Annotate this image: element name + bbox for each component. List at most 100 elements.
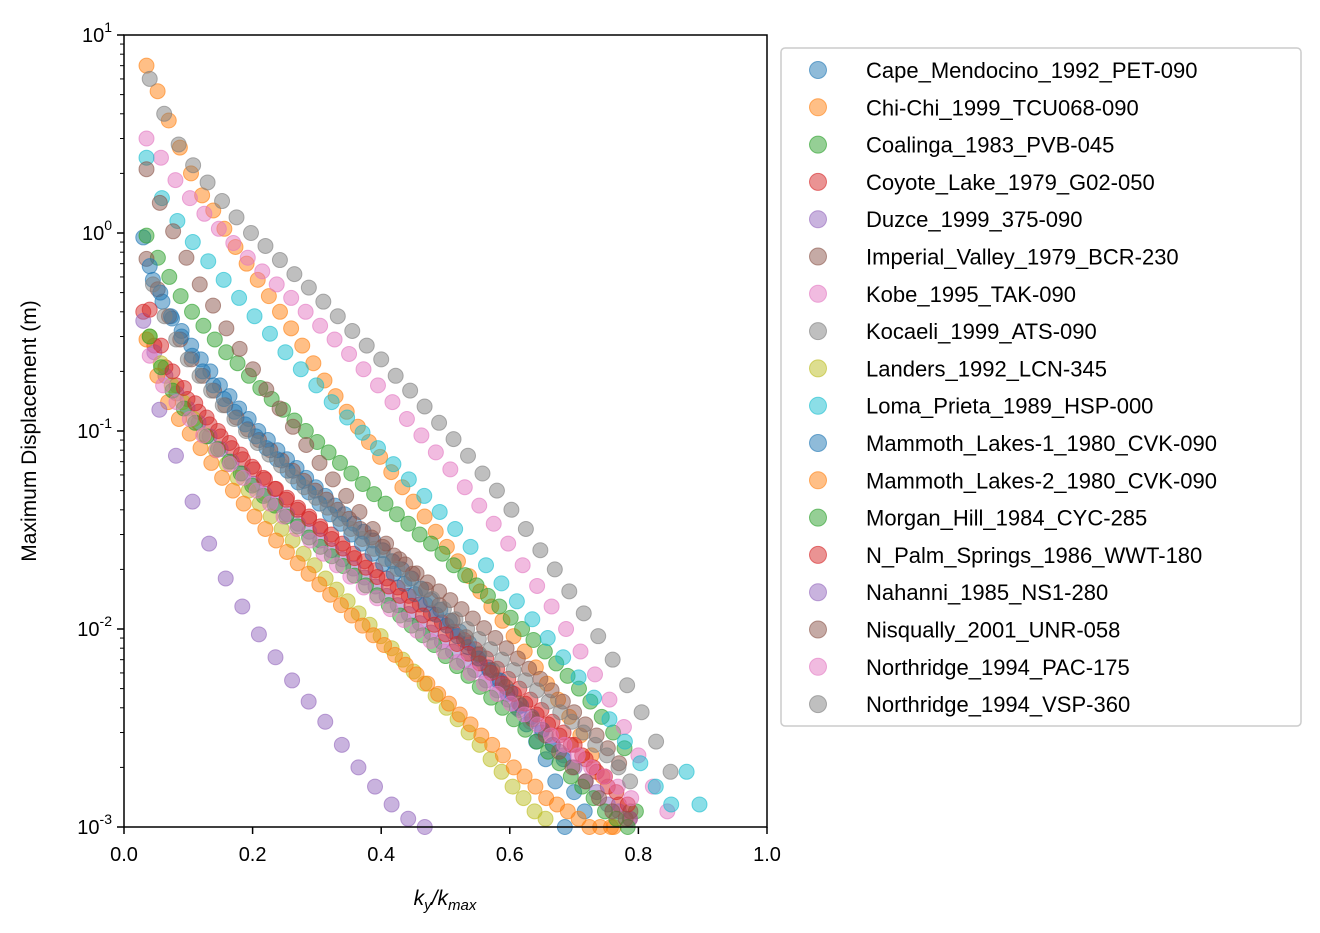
y-tick-label: 10-3 — [77, 811, 112, 839]
data-point — [500, 535, 517, 552]
data-point — [246, 508, 263, 525]
data-point — [474, 465, 491, 482]
data-point — [224, 482, 241, 499]
data-point — [297, 303, 314, 320]
data-point — [342, 520, 359, 537]
legend-marker — [809, 508, 827, 527]
data-point — [376, 637, 393, 654]
data-point — [172, 288, 189, 305]
data-point — [563, 713, 580, 730]
y-tick-exponent: -2 — [100, 613, 113, 629]
data-point — [210, 423, 227, 439]
y-tick-base: 10 — [77, 619, 99, 641]
data-point — [632, 755, 649, 772]
legend-label: Cape_Mendocino_1992_PET-090 — [866, 58, 1197, 83]
legend-marker — [809, 98, 827, 117]
legend-marker — [809, 135, 827, 154]
legend-marker — [809, 620, 827, 639]
legend-item: Kobe_1995_TAK-090 — [809, 282, 1076, 307]
data-point — [384, 394, 401, 411]
data-point — [249, 434, 266, 451]
data-point — [529, 716, 546, 733]
legend-marker — [809, 545, 827, 564]
data-point — [532, 542, 549, 559]
data-point — [226, 410, 243, 427]
data-point — [435, 601, 452, 618]
data-point — [141, 70, 158, 87]
legend-item: Nahanni_1985_NS1-280 — [809, 580, 1108, 605]
series-9-points — [138, 149, 708, 813]
legend-label: Morgan_Hill_1984_CYC-285 — [866, 506, 1147, 531]
data-point — [647, 778, 664, 795]
data-point — [288, 520, 305, 537]
y-tick-label: 10-1 — [77, 415, 112, 443]
data-point — [364, 520, 381, 537]
data-point — [300, 565, 317, 582]
data-point — [196, 205, 213, 222]
legend-item: Northridge_1994_PAC-175 — [809, 655, 1130, 680]
legend-label: Mammoth_Lakes-2_1980_CVK-090 — [866, 468, 1217, 493]
data-point — [558, 621, 575, 637]
data-point — [662, 763, 679, 780]
data-point — [246, 308, 263, 325]
data-point — [217, 570, 234, 587]
data-point — [168, 394, 185, 411]
data-point — [311, 576, 328, 593]
data-point — [355, 579, 372, 596]
data-point — [691, 796, 708, 813]
data-point — [400, 570, 417, 587]
data-point — [335, 540, 352, 557]
data-point — [239, 249, 256, 266]
data-point — [422, 632, 439, 649]
data-point — [539, 630, 556, 647]
legend-item: Cape_Mendocino_1992_PET-090 — [809, 58, 1197, 83]
data-point — [575, 724, 592, 741]
data-point — [311, 454, 328, 471]
data-point — [187, 395, 204, 412]
data-point — [294, 337, 311, 354]
data-point — [296, 479, 313, 496]
data-point — [333, 736, 350, 753]
data-point — [198, 409, 215, 426]
data-point — [301, 510, 318, 527]
data-point — [623, 790, 640, 807]
data-point — [238, 423, 255, 439]
y-axis-label: Maximum Displacement (m) — [18, 300, 41, 561]
legend-marker — [809, 247, 827, 266]
data-point — [617, 810, 634, 827]
legend-label: Northridge_1994_VSP-360 — [866, 692, 1130, 717]
data-point — [323, 394, 340, 411]
series-11-points — [138, 331, 620, 835]
data-point — [214, 193, 231, 210]
data-point — [300, 279, 317, 296]
data-point — [616, 733, 633, 750]
data-point — [514, 557, 531, 574]
data-point — [138, 161, 155, 178]
data-point — [437, 626, 454, 643]
y-tick-label: 100 — [82, 217, 112, 245]
data-point — [342, 568, 359, 585]
data-point — [524, 611, 541, 628]
data-point — [161, 268, 178, 285]
data-point — [547, 773, 564, 790]
legend-item: Kocaeli_1999_ATS-090 — [809, 319, 1097, 344]
data-point — [431, 503, 448, 520]
data-point — [221, 434, 238, 451]
data-point — [555, 649, 572, 666]
data-point — [201, 535, 218, 552]
data-point — [260, 288, 277, 305]
legend-item: Coalinga_1983_PVB-045 — [809, 133, 1114, 158]
data-point — [586, 689, 603, 706]
data-point — [462, 716, 479, 733]
x-label-sub-y: y — [423, 897, 433, 914]
data-point — [278, 543, 295, 560]
legend-item: Northridge_1994_VSP-360 — [809, 692, 1130, 717]
data-point — [451, 706, 468, 723]
data-point — [354, 475, 371, 492]
data-point — [462, 538, 479, 555]
data-point — [572, 643, 589, 660]
data-point — [615, 718, 632, 735]
data-point — [459, 621, 476, 637]
data-point — [504, 778, 521, 795]
data-point — [403, 597, 420, 614]
